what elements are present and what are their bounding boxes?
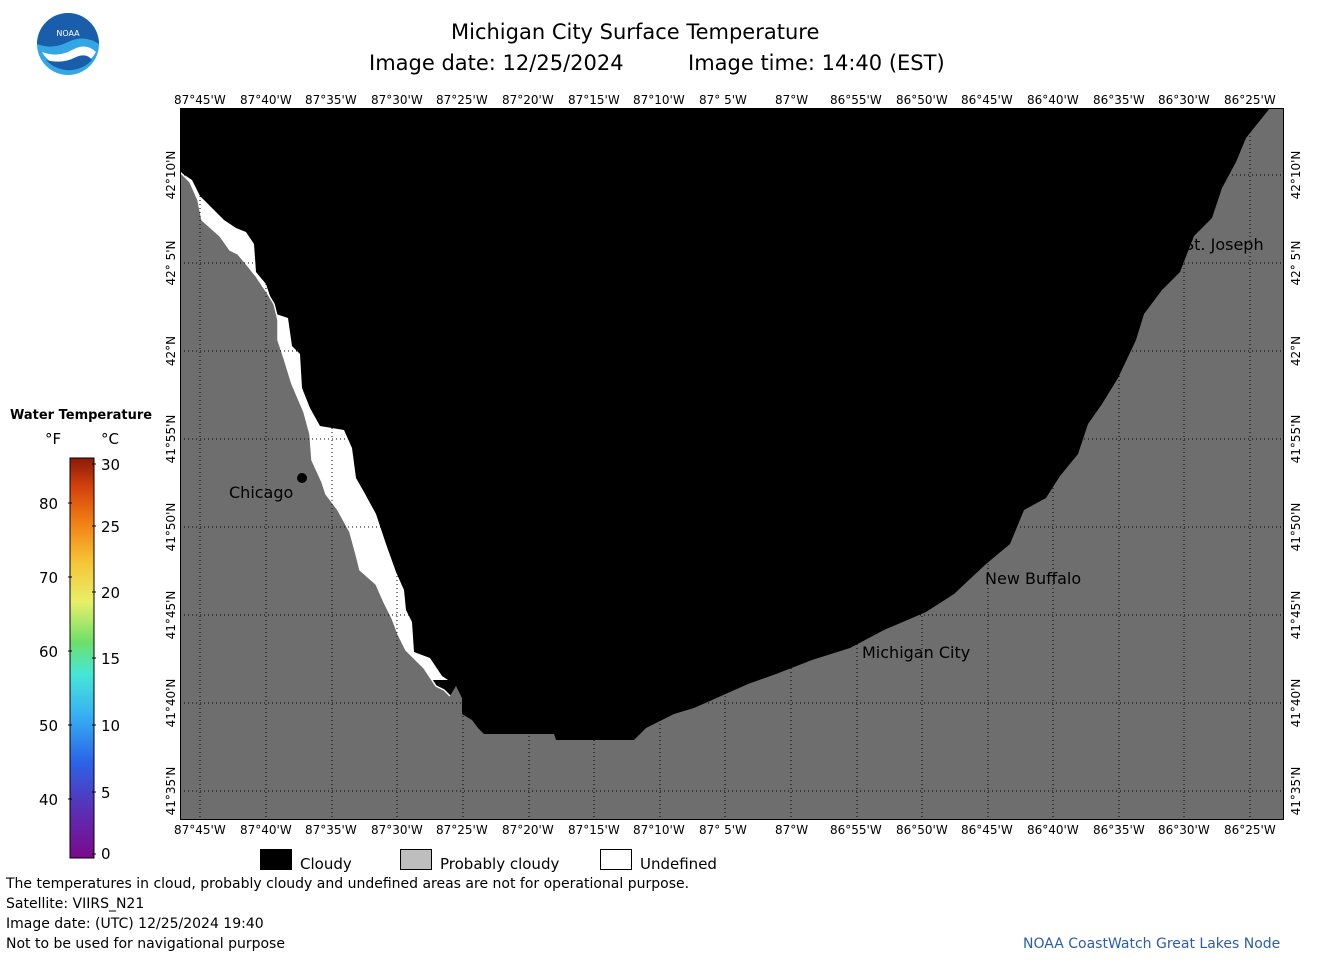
lat-label: 41°45'N	[1289, 590, 1303, 640]
lon-label: 87° 5'W	[699, 823, 747, 837]
c-tick-label: 25	[101, 518, 121, 536]
temperature-map	[180, 108, 1284, 820]
f-tick-label: 50	[39, 717, 59, 735]
lon-label: 87°15'W	[568, 93, 620, 107]
lat-label: 41°50'N	[164, 502, 178, 552]
lat-label: 41°35'N	[164, 766, 178, 816]
c-tick-label: 10	[101, 717, 121, 735]
lon-label: 87° 5'W	[699, 93, 747, 107]
lat-label: 42° 5'N	[164, 240, 178, 286]
land-area	[180, 108, 1284, 820]
lon-label: 87°25'W	[436, 823, 488, 837]
lon-label: 86°40'W	[1027, 93, 1079, 107]
lon-label: 87°10'W	[633, 93, 685, 107]
lat-label: 41°35'N	[1289, 766, 1303, 816]
lon-label: 86°30'W	[1158, 93, 1210, 107]
temperature-colorbar	[68, 457, 96, 859]
c-tick-label: 30	[101, 456, 121, 474]
lat-label: 42°10'N	[1289, 150, 1303, 200]
footer-disclaimer: Not to be used for navigational purpose	[6, 936, 285, 952]
c-tick-label: 0	[101, 845, 111, 863]
lat-label: 42°N	[164, 335, 178, 367]
chicago-marker	[297, 473, 307, 483]
lon-label: 87°40'W	[240, 93, 292, 107]
noaa-logo: NOAA	[36, 12, 100, 76]
image-time: Image time: 14:40 (EST)	[688, 51, 945, 75]
probably-cloudy-label: Probably cloudy	[440, 855, 560, 873]
lon-label: 86°55'W	[830, 93, 882, 107]
lat-label: 41°45'N	[164, 590, 178, 640]
f-tick-label: 60	[39, 643, 59, 661]
st-joseph-marker	[1183, 223, 1189, 229]
lon-label: 86°45'W	[961, 823, 1013, 837]
lat-label: 41°40'N	[1289, 678, 1303, 728]
lon-label: 86°25'W	[1224, 823, 1276, 837]
lon-label: 87°25'W	[436, 93, 488, 107]
probably-cloudy-swatch	[400, 849, 432, 870]
lon-label: 87°40'W	[240, 823, 292, 837]
lon-label: 87°35'W	[305, 93, 357, 107]
lon-label: 86°25'W	[1224, 93, 1276, 107]
page-title: Michigan City Surface Temperature	[451, 20, 820, 44]
footer-satellite: Satellite: VIIRS_N21	[6, 896, 145, 912]
lat-label: 41°40'N	[164, 678, 178, 728]
legend-title: Water Temperature	[10, 408, 153, 423]
lon-label: 86°55'W	[830, 823, 882, 837]
f-tick-label: 70	[39, 569, 59, 587]
legend-unit-c: °C	[101, 430, 119, 448]
c-tick-label: 15	[101, 650, 121, 668]
lat-label: 41°55'N	[1289, 414, 1303, 464]
lon-label: 87°W	[775, 823, 809, 837]
undefined-label: Undefined	[640, 855, 717, 873]
new-buffalo-marker	[975, 557, 985, 567]
lon-label: 86°45'W	[961, 93, 1013, 107]
lat-label: 41°50'N	[1289, 502, 1303, 552]
footer-utc-date: Image date: (UTC) 12/25/2024 19:40	[6, 916, 264, 932]
lon-label: 87°45'W	[174, 823, 226, 837]
lon-label: 87°30'W	[371, 823, 423, 837]
lon-label: 86°50'W	[896, 93, 948, 107]
lon-label: 87°20'W	[502, 823, 554, 837]
lon-label: 86°35'W	[1093, 93, 1145, 107]
c-tick-label: 20	[101, 584, 121, 602]
lat-label: 41°55'N	[164, 414, 178, 464]
lon-label: 86°40'W	[1027, 823, 1079, 837]
image-date: Image date: 12/25/2024	[369, 51, 624, 75]
lon-label: 86°35'W	[1093, 823, 1145, 837]
footer-note: The temperatures in cloud, probably clou…	[6, 876, 690, 892]
lon-label: 87°W	[775, 93, 809, 107]
f-tick-label: 40	[39, 791, 59, 809]
legend-unit-f: °F	[45, 430, 62, 448]
logo-text: NOAA	[56, 29, 80, 38]
lon-label: 87°10'W	[633, 823, 685, 837]
cloudy-swatch	[260, 849, 292, 870]
cloudy-label: Cloudy	[300, 855, 352, 873]
footer-credit: NOAA CoastWatch Great Lakes Node	[1023, 936, 1281, 952]
city-label-new-buffalo: New Buffalo	[985, 569, 1082, 588]
lat-label: 42°N	[1289, 335, 1303, 367]
lon-label: 87°20'W	[502, 93, 554, 107]
lon-label: 87°35'W	[305, 823, 357, 837]
lon-label: 87°15'W	[568, 823, 620, 837]
c-tick-label: 5	[101, 784, 111, 802]
city-label-chicago: Chicago	[229, 483, 294, 502]
michigan-city-marker	[857, 631, 867, 641]
city-label-st-joseph: St. Joseph	[1184, 235, 1264, 254]
lon-label: 86°50'W	[896, 823, 948, 837]
lat-label: 42°10'N	[164, 150, 178, 200]
undefined-swatch	[600, 849, 632, 870]
lat-label: 42° 5'N	[1289, 240, 1303, 286]
f-tick-label: 80	[39, 495, 59, 513]
lon-label: 87°45'W	[174, 93, 226, 107]
lon-label: 86°30'W	[1158, 823, 1210, 837]
city-label-michigan-city: Michigan City	[862, 643, 971, 662]
lon-label: 87°30'W	[371, 93, 423, 107]
